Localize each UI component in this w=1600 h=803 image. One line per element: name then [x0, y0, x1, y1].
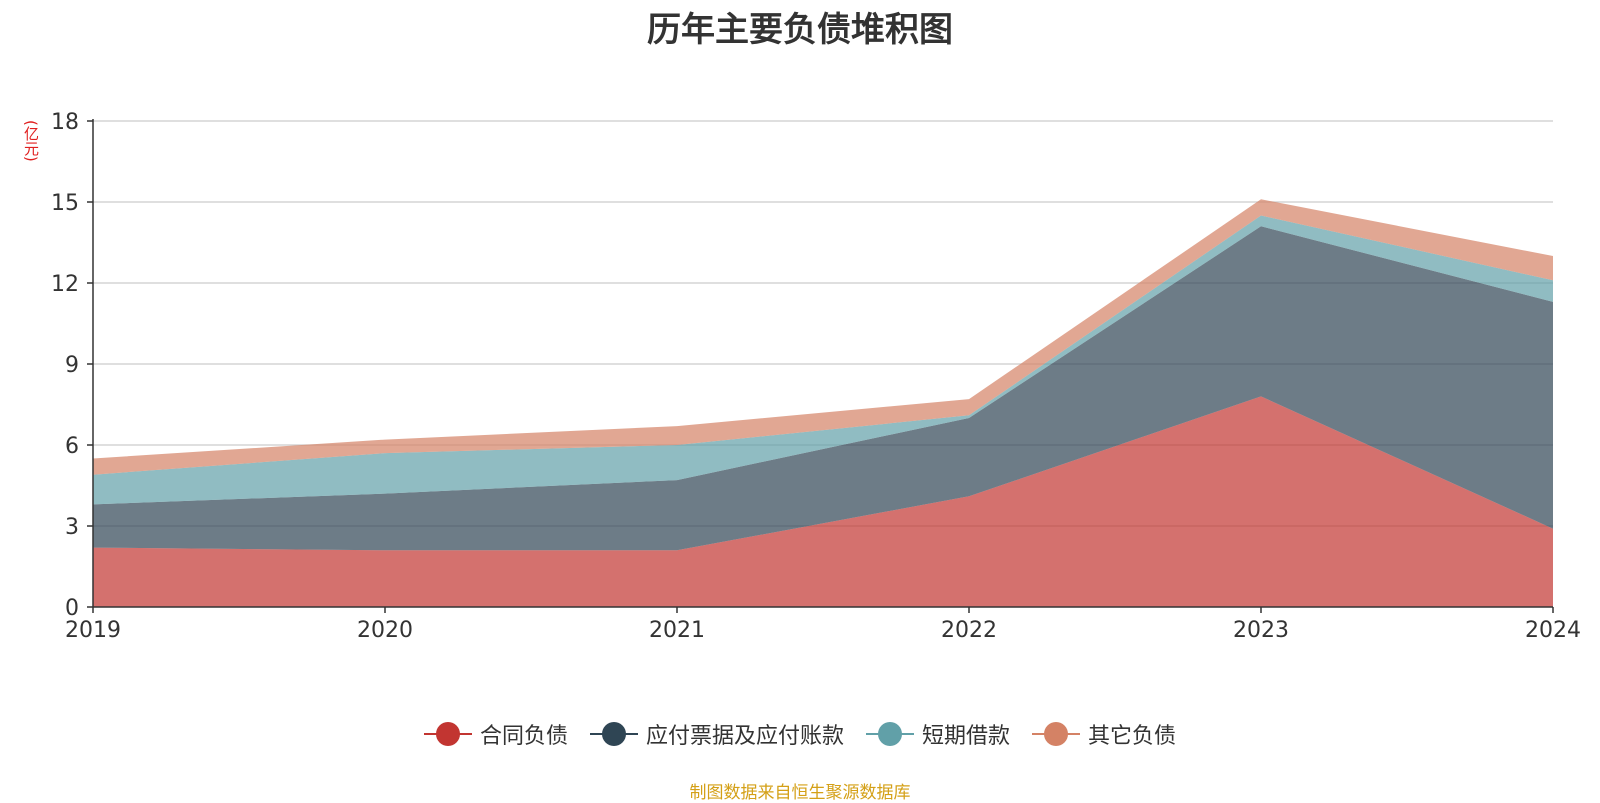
legend: 合同负债 应付票据及应付账款 短期借款 其它负债 — [0, 718, 1600, 750]
legend-label: 其它负债 — [1088, 724, 1177, 749]
area-series — [93, 199, 1553, 607]
y-tick-label: 3 — [65, 515, 79, 540]
area-series-2 — [93, 226, 1553, 551]
y-tick-label: 18 — [51, 110, 79, 135]
source-note: 制图数据来自恒生聚源数据库 — [689, 783, 911, 803]
legend-marker-icon — [589, 721, 638, 747]
x-tick-label: 2020 — [357, 618, 413, 643]
y-tick-label: 9 — [65, 353, 79, 378]
axes: 0 3 6 9 12 15 18 2019 2020 2021 2022 2023 2024 — [51, 110, 1581, 643]
chart-title: 历年主要负债堆积图 — [647, 10, 953, 50]
y-axis-unit: (亿元) — [22, 120, 40, 162]
area-series-1 — [93, 396, 1553, 607]
x-tick-label: 2023 — [1233, 618, 1289, 643]
legend-marker-icon — [866, 721, 914, 747]
y-tick-label: 15 — [51, 191, 79, 216]
x-tick-label: 2019 — [65, 618, 121, 643]
y-tick-label: 12 — [51, 272, 79, 297]
x-tick-label: 2022 — [941, 618, 997, 643]
y-tick-label: 6 — [65, 434, 79, 459]
legend-item-3[interactable]: 短期借款 — [866, 718, 1010, 750]
legend-item-1[interactable]: 合同负债 — [423, 718, 568, 750]
legend-item-2[interactable]: 应付票据及应付账款 — [589, 718, 844, 750]
legend-label: 短期借款 — [922, 724, 1011, 749]
x-tick-label: 2024 — [1525, 618, 1581, 643]
legend-label: 合同负债 — [479, 724, 568, 749]
area-series-3 — [93, 215, 1553, 505]
legend-marker-icon — [423, 721, 472, 747]
legend-label: 应付票据及应付账款 — [645, 724, 844, 749]
legend-item-4[interactable]: 其它负债 — [1032, 718, 1176, 750]
legend-marker-icon — [1032, 721, 1081, 747]
x-tick-label: 2021 — [649, 618, 705, 643]
area-series-4 — [93, 199, 1553, 475]
y-tick-label: 0 — [65, 596, 79, 621]
